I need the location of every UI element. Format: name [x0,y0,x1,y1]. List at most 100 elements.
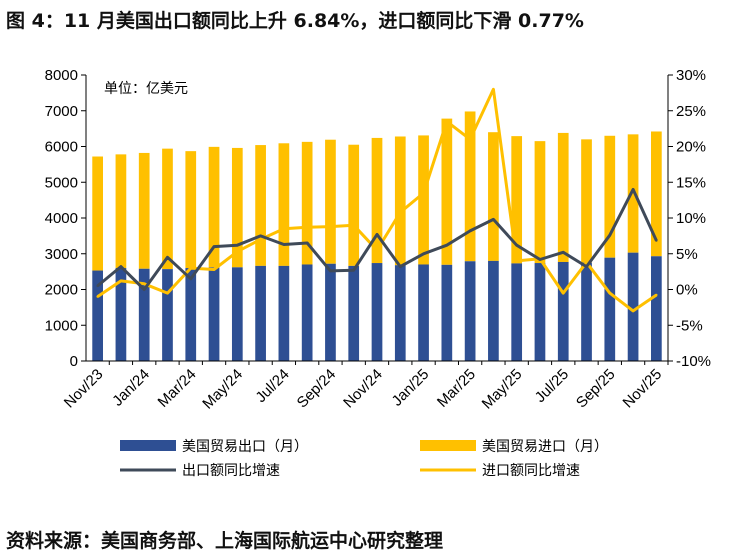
export-bar [371,263,383,361]
export-bar [348,265,360,361]
export-growth-line-point [212,245,216,248]
export-growth-line-point [375,233,379,236]
import-bar [488,132,499,261]
import-growth-line-point [282,227,286,230]
y-left-tick-label: 6000 [45,139,78,156]
import-bar [441,118,453,265]
x-tick-label: May/24 [199,366,246,413]
import-bar [278,143,290,266]
import-bar [581,139,592,263]
export-growth-line-point [189,277,192,280]
import-bar [651,131,662,257]
import-growth-line-point [212,268,216,271]
export-growth-line-point [329,269,332,273]
import-bar [627,134,639,253]
export-growth-line-point [282,243,286,246]
import-bar [325,139,336,264]
export-growth-line-point [515,243,518,247]
import-growth-line-point [166,291,169,295]
import-growth-line-point [608,291,611,295]
import-growth-line-point [329,225,332,228]
y-left-tick-label: 0 [70,353,78,370]
import-growth-line-point [305,226,309,229]
y-left-tick-label: 2000 [45,282,78,299]
export-bar [231,267,243,361]
import-bar [231,147,243,268]
import-growth-line-point [422,191,425,195]
legend-label: 出口额同比增速 [182,463,280,479]
import-growth-line-point [631,309,635,313]
import-growth-line-point [189,266,192,270]
import-growth-line-point [399,211,402,214]
x-tick-label: Jan/25 [389,366,433,410]
export-bar [115,268,127,361]
y-left-tick-label: 7000 [45,103,78,120]
export-bar [278,265,290,361]
y-right-tick-label: 10% [676,210,706,227]
export-bar [325,263,336,361]
import-bar [464,111,476,262]
import-growth-line-point [119,279,123,283]
export-growth-line-point [655,239,658,242]
import-growth-line-point [375,248,379,252]
import-bar [557,132,569,262]
x-tick-label: May/25 [479,366,526,413]
export-growth-line-point [492,218,495,221]
legend-label: 美国贸易进口（月） [482,439,608,455]
unit-label: 单位：亿美元 [104,81,188,97]
x-tick-label: Nov/25 [620,366,666,412]
import-growth-line-point [562,291,565,295]
import-bar [534,141,546,264]
x-tick-label: Mar/25 [434,366,479,411]
x-tick-label: Jul/24 [252,366,292,406]
x-tick-label: Jan/24 [109,366,153,410]
export-growth-line-point [352,268,355,272]
export-growth-line-point [608,233,611,237]
import-bar [511,136,523,264]
source-note: 资料来源：美国商务部、上海国际航运中心研究整理 [6,530,444,552]
export-bar [511,263,523,361]
export-bar [627,252,639,361]
import-bar [301,141,313,265]
export-bar [418,264,429,361]
import-bar [348,144,360,266]
export-bar [394,265,406,361]
y-right-tick-label: 0% [676,282,698,299]
export-growth-line-point [143,288,146,291]
import-bar [371,137,383,264]
export-growth-line-point [538,258,542,261]
export-bar [557,261,569,361]
x-tick-label: Nov/23 [61,366,107,412]
import-bar [255,145,266,266]
import-bar [92,156,103,271]
import-bar [185,151,197,269]
import-bar [138,152,150,269]
y-right-tick-label: -10% [676,353,711,370]
import-growth-line-point [96,295,99,298]
x-tick-label: Sep/25 [573,366,619,412]
export-bar [301,264,313,361]
import-bar [162,148,173,270]
export-growth-line-point [96,284,99,288]
y-left-tick-label: 5000 [45,174,78,191]
y-right-tick-label: -5% [676,317,703,334]
y-right-tick-label: 20% [676,139,706,156]
export-growth-line-point [562,251,565,254]
export-bar [162,269,173,361]
import-growth-line-point [468,138,472,141]
x-tick-label: Jul/25 [532,366,572,406]
import-bar [208,146,220,268]
import-growth-line-point [492,88,495,91]
import-bar [394,136,406,266]
x-tick-label: Nov/24 [340,366,386,412]
import-bar [418,135,429,265]
legend-label: 美国贸易出口（月） [182,439,308,455]
export-growth-line-point [236,243,239,247]
y-right-tick-label: 30% [676,67,706,84]
export-bar [604,257,616,361]
legend-label: 进口额同比增速 [482,463,580,479]
import-growth-line-point [236,250,239,253]
export-growth-line-point [166,256,169,259]
export-bar [651,256,662,361]
